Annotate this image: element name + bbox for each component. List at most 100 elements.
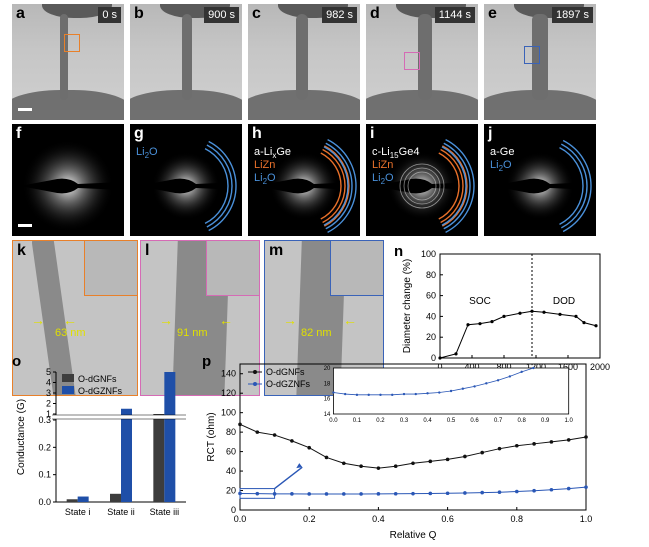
- data-point: [497, 490, 502, 494]
- tem-panel-c: c 982 s: [248, 4, 360, 120]
- panel-label: f: [16, 125, 22, 142]
- nanowire: [532, 14, 548, 100]
- diffraction-pattern: [20, 140, 124, 232]
- y-axis-label: RCT (ohm): [206, 412, 217, 461]
- panel-label: l: [145, 242, 150, 259]
- data-point: [466, 323, 470, 327]
- panel-label: a: [16, 5, 25, 22]
- inset-data-point: [379, 393, 382, 397]
- data-point: [566, 438, 571, 442]
- electrode-top: [42, 4, 112, 18]
- data-point: [438, 356, 442, 360]
- time-label: 900 s: [204, 7, 239, 23]
- bar: [110, 493, 121, 502]
- data-point: [255, 430, 260, 434]
- y-tick-label: 80: [426, 270, 436, 280]
- y-tick-label: 0: [231, 505, 236, 515]
- phase-label: LiZn: [254, 159, 276, 171]
- nanowire: [418, 14, 432, 100]
- panel-p: p 0.0 0.2 0.4 0.6 0.8 1.0 0 20 40 60 80 100 120 140 Rel…: [200, 353, 600, 542]
- phase-label: a-Ge: [490, 146, 515, 158]
- data-point: [428, 491, 433, 496]
- y-tick-label: 20: [226, 486, 236, 496]
- arrowhead: [296, 463, 303, 469]
- arrow-right: ←: [219, 312, 233, 328]
- data-point: [532, 442, 536, 446]
- arrow-right: ←: [343, 312, 357, 328]
- data-point: [324, 455, 329, 460]
- beam-stop: [138, 178, 242, 194]
- x-tick-label: State ii: [107, 507, 135, 517]
- inset-data-point: [473, 385, 476, 388]
- inset-data-point: [367, 393, 370, 397]
- diffraction-ring: [320, 152, 342, 220]
- legend-label: O-dGZNFs: [78, 386, 122, 396]
- data-point: [497, 446, 502, 451]
- y-tick-label: 60: [226, 447, 236, 457]
- data-point: [463, 491, 467, 495]
- y-tick-label: 0.2: [38, 442, 51, 452]
- data-point: [594, 324, 598, 328]
- phase-label: a-LixGe: [254, 146, 292, 161]
- data-point: [549, 440, 554, 444]
- inset-data-point: [532, 366, 535, 370]
- data-point: [376, 466, 381, 470]
- inset-x-tick-label: 0.7: [494, 418, 503, 424]
- x-tick-label: 0.8: [511, 514, 524, 524]
- beam-stop: [20, 178, 124, 194]
- y-tick-label: 0.0: [38, 497, 51, 507]
- inset-x-tick-label: 0.3: [400, 418, 409, 424]
- nanowire: [60, 14, 68, 100]
- diffraction-pattern: [374, 139, 478, 233]
- diffraction-ring: [440, 148, 464, 224]
- y-tick-label: 60: [426, 291, 436, 301]
- inset-data-point: [391, 393, 394, 397]
- data-point: [584, 485, 588, 489]
- bar: [121, 408, 132, 502]
- y-axis-label: Conductance (G): [16, 399, 27, 475]
- arrow-left: →: [283, 312, 297, 328]
- inset-x-tick-label: 0.8: [517, 418, 526, 424]
- width-label: 91 nm: [177, 327, 208, 339]
- panel-label: g: [134, 125, 144, 142]
- data-point: [290, 439, 294, 443]
- legend-label: O-dGNFs: [78, 374, 117, 384]
- soc-label: SOC: [469, 296, 491, 307]
- series-line: [439, 310, 597, 359]
- width-label: 63 nm: [55, 327, 86, 339]
- inset-data-point: [355, 393, 359, 397]
- electrode-bottom: [12, 90, 124, 120]
- diffraction-ring: [208, 140, 237, 232]
- y-tick-label: 120: [221, 388, 236, 398]
- y-tick-label: 3: [46, 388, 51, 398]
- plot-frame: [439, 253, 601, 359]
- data-point: [445, 491, 450, 496]
- diffraction-ring: [561, 143, 588, 229]
- inset: [84, 241, 137, 296]
- data-point: [502, 314, 506, 318]
- y-tick-label: 20: [426, 332, 436, 342]
- data-point: [359, 492, 363, 496]
- data-point: [376, 492, 381, 496]
- inset-x-tick-label: 0.9: [541, 418, 550, 424]
- panel-label: p: [202, 354, 211, 370]
- x-tick-label: 0.6: [441, 514, 454, 524]
- bar: [66, 499, 78, 502]
- data-point: [542, 310, 546, 314]
- y-tick-label: 1: [46, 409, 51, 419]
- y-tick-label: 40: [426, 311, 436, 321]
- nanowire: [296, 14, 308, 100]
- time-label: 0 s: [98, 7, 121, 23]
- inset: [206, 241, 259, 296]
- y-tick-label: 0.1: [38, 470, 51, 480]
- data-point: [342, 492, 346, 496]
- region-box: [524, 46, 540, 64]
- inset-data-point: [461, 387, 465, 390]
- data-point: [463, 454, 467, 459]
- diffraction-ring: [206, 144, 233, 228]
- inset-data-point: [449, 389, 453, 393]
- inset-y-tick-label: 14: [324, 412, 331, 418]
- panel-label: b: [134, 5, 144, 22]
- inset-x-tick-label: 0.5: [447, 418, 456, 424]
